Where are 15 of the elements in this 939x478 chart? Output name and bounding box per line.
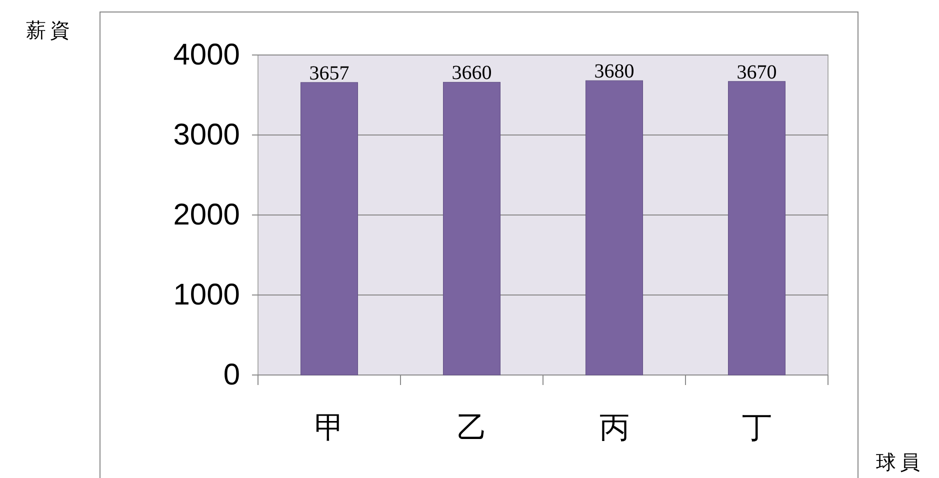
y-tick-label: 3000 xyxy=(173,118,240,152)
data-label: 3680 xyxy=(594,60,634,83)
x-tick-label: 丙 xyxy=(599,410,630,446)
data-label: 3660 xyxy=(452,62,492,84)
x-axis-title: 球員 xyxy=(876,450,924,474)
y-axis-title: 薪資 xyxy=(26,18,74,42)
x-tick-label: 乙 xyxy=(456,410,487,446)
x-tick-label: 甲 xyxy=(314,410,344,446)
y-tick-label: 4000 xyxy=(173,38,240,72)
data-label: 3657 xyxy=(309,62,350,84)
y-tick-label: 2000 xyxy=(173,198,240,232)
data-label: 3670 xyxy=(736,61,777,84)
y-tick-label: 0 xyxy=(223,358,240,392)
x-tick-label: 丁 xyxy=(742,410,772,446)
y-tick-label: 1000 xyxy=(173,278,240,312)
